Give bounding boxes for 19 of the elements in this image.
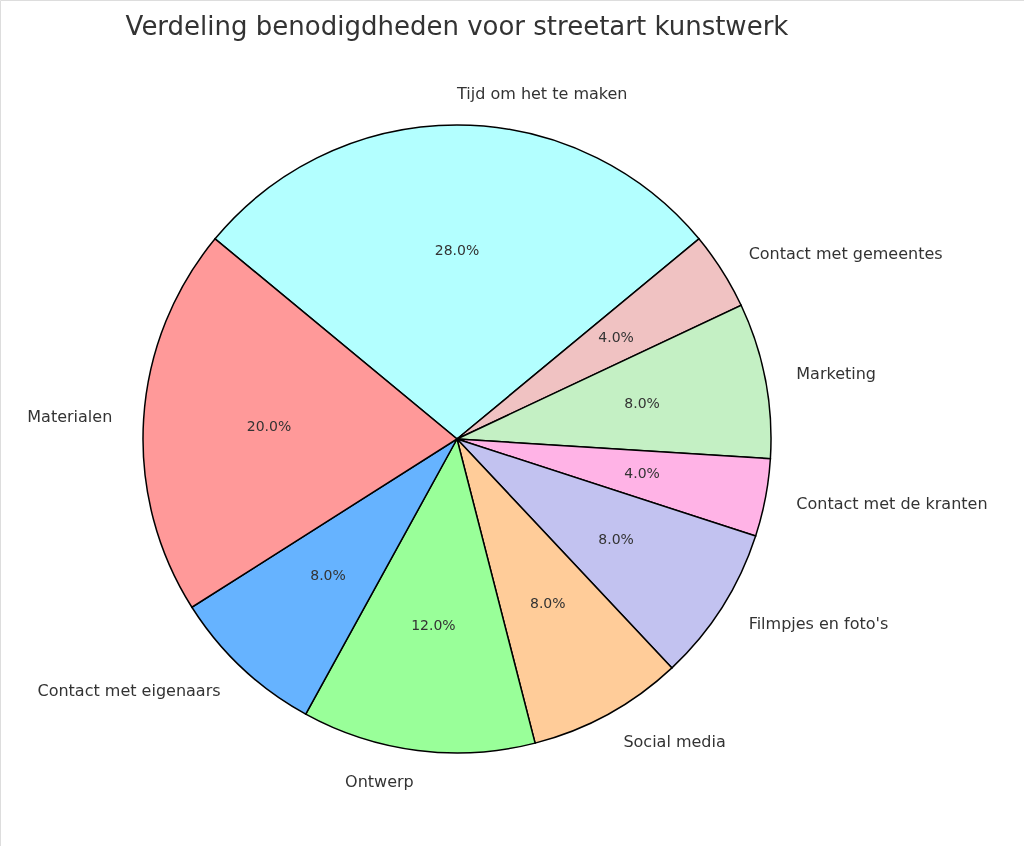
slice-label: Marketing: [796, 364, 877, 384]
slice-label: Materialen: [27, 407, 113, 427]
data-label: 8.0%: [310, 567, 346, 584]
data-label: 4.0%: [624, 465, 660, 482]
slice-label: Filmpjes en foto's: [748, 614, 889, 634]
data-label: 8.0%: [624, 394, 660, 411]
data-label: 20.0%: [246, 418, 292, 435]
data-label: 28.0%: [434, 241, 480, 258]
data-label: 8.0%: [529, 595, 566, 612]
slice-label: Tijd om het te maken: [456, 83, 628, 103]
data-label: 12.0%: [411, 616, 456, 633]
data-label: 8.0%: [598, 530, 634, 547]
slice-label: Ontwerp: [345, 771, 414, 791]
slice-label: Social media: [623, 731, 726, 751]
data-label: 4.0%: [598, 329, 634, 346]
slice-label: Contact met de kranten: [796, 493, 988, 513]
slice-label: Contact met gemeentes: [748, 243, 943, 263]
chart-title: Verdeling benodigdheden voor streetart kunstwerk: [125, 11, 789, 41]
slice-label: Contact met eigenaars: [37, 680, 221, 700]
